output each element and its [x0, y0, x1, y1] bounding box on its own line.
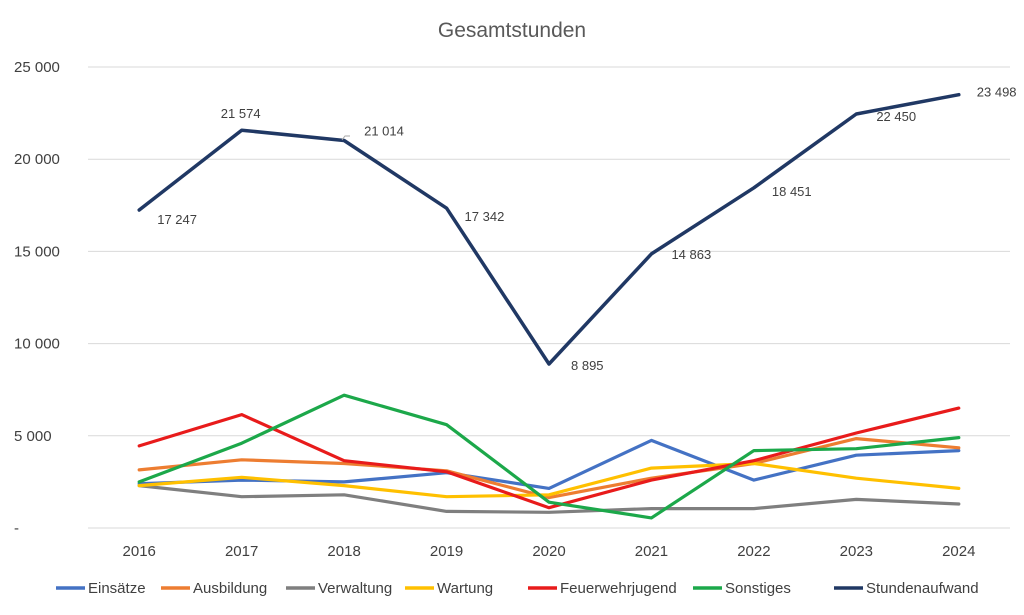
y-axis-ticks: - 5 000 10 000 15 000 20 000 25 000 [14, 59, 60, 537]
gridlines [88, 66, 1010, 529]
x-tick-label: 2021 [635, 543, 668, 560]
data-label: 21 574 [221, 106, 261, 121]
y-tick-label: 20 000 [14, 151, 60, 168]
y-tick-label: 25 000 [14, 59, 60, 76]
data-label: 21 014 [364, 124, 404, 139]
series-line-ausbildung [137, 437, 961, 500]
legend-label: Wartung [437, 580, 493, 597]
data-label: 17 247 [157, 212, 197, 227]
series-line-sonstiges [137, 393, 961, 520]
y-tick-label: 5 000 [14, 428, 52, 445]
series-lines [137, 92, 961, 520]
x-tick-label: 2020 [532, 543, 565, 560]
x-tick-label: 2017 [225, 543, 258, 560]
chart-title: Gesamtstunden [438, 19, 586, 42]
x-tick-label: 2016 [123, 543, 156, 560]
legend-label: Feuerwehrjugend [560, 580, 677, 597]
data-label: 14 863 [671, 247, 711, 262]
x-tick-label: 2019 [430, 543, 463, 560]
x-tick-label: 2022 [737, 543, 770, 560]
legend-label: Stundenaufwand [866, 580, 979, 597]
data-label: 23 498 [977, 85, 1017, 100]
data-labels: 17 247 21 574 21 014 17 342 8 895 14 863 18 45… [157, 85, 1016, 373]
data-label: 17 342 [465, 209, 505, 224]
x-axis-ticks: 2016 2017 2018 2019 2020 2021 2022 2023 2024 [123, 543, 976, 560]
y-tick-label: 15 000 [14, 243, 60, 260]
legend-label: Ausbildung [193, 580, 267, 597]
legend-label: Verwaltung [318, 580, 392, 597]
data-label: 18 451 [772, 184, 812, 199]
series-line-verwaltung [137, 484, 961, 514]
series-line-feuerwehrjugend [137, 406, 961, 510]
legend: Einsätze Ausbildung Verwaltung Wartung Feuer… [56, 580, 979, 597]
leader-line [341, 135, 350, 141]
y-tick-label: - [14, 520, 19, 537]
series-line-wartung [137, 461, 961, 499]
legend-label: Sonstiges [725, 580, 791, 597]
x-tick-label: 2018 [327, 543, 360, 560]
x-tick-label: 2024 [942, 543, 975, 560]
y-tick-label: 10 000 [14, 336, 60, 353]
legend-label: Einsätze [88, 580, 146, 597]
series-line-stundenaufwand [137, 92, 961, 366]
x-tick-label: 2023 [840, 543, 873, 560]
data-label: 22 450 [876, 109, 916, 124]
data-label: 8 895 [571, 358, 604, 373]
